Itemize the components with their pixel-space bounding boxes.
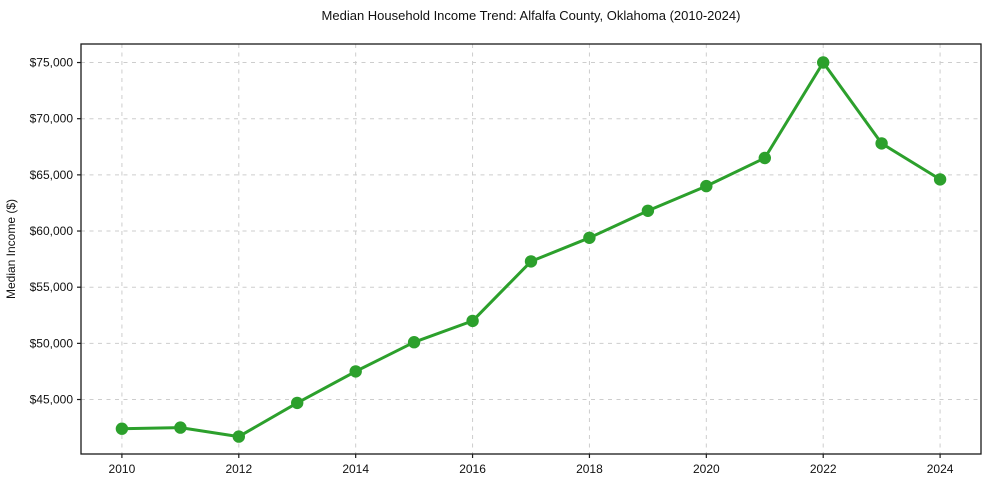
data-point-2020 bbox=[700, 179, 713, 193]
y-tick-label-45000: $45,000 bbox=[30, 393, 74, 407]
plot-layer: 2010 2012 2014 2016 2018 2020 2022 2024 $45,000 $… bbox=[30, 43, 982, 476]
x-tick-label-2010: 2010 bbox=[109, 462, 136, 476]
data-point-2016 bbox=[466, 314, 479, 328]
y-tick-label-65000: $65,000 bbox=[30, 168, 74, 182]
x-tick-label-2022: 2022 bbox=[810, 462, 837, 476]
data-point-2019 bbox=[641, 204, 655, 217]
data-point-2018 bbox=[583, 231, 596, 244]
data-point-2010 bbox=[115, 422, 129, 435]
x-tick-label-2014: 2014 bbox=[342, 462, 369, 476]
x-tick-label-2020: 2020 bbox=[693, 462, 720, 476]
data-point-2013 bbox=[291, 396, 304, 410]
x-tick-label-2024: 2024 bbox=[927, 462, 954, 476]
data-point-2024 bbox=[933, 173, 947, 186]
data-point-2015 bbox=[407, 336, 421, 349]
chart-title: Median Household Income Trend: Alfalfa C… bbox=[321, 8, 741, 23]
data-point-2022 bbox=[817, 56, 830, 69]
x-tick-label-2018: 2018 bbox=[576, 462, 603, 476]
y-tick-label-70000: $70,000 bbox=[30, 112, 74, 126]
plot-border bbox=[80, 43, 982, 455]
data-point-2011 bbox=[174, 421, 187, 434]
x-tick-label-2016: 2016 bbox=[459, 462, 486, 476]
data-point-2012 bbox=[232, 430, 245, 443]
data-point-2021 bbox=[758, 151, 771, 165]
y-tick-label-55000: $55,000 bbox=[30, 280, 74, 294]
y-tick-label-50000: $50,000 bbox=[30, 336, 74, 350]
data-point-2017 bbox=[524, 255, 538, 268]
y-axis-label: Median Income ($) bbox=[4, 199, 18, 299]
x-tick-label-2012: 2012 bbox=[225, 462, 252, 476]
y-tick-label-60000: $60,000 bbox=[30, 224, 74, 238]
data-point-2023 bbox=[875, 137, 888, 150]
y-tick-label-75000: $75,000 bbox=[30, 56, 74, 70]
data-point-2014 bbox=[349, 365, 362, 378]
